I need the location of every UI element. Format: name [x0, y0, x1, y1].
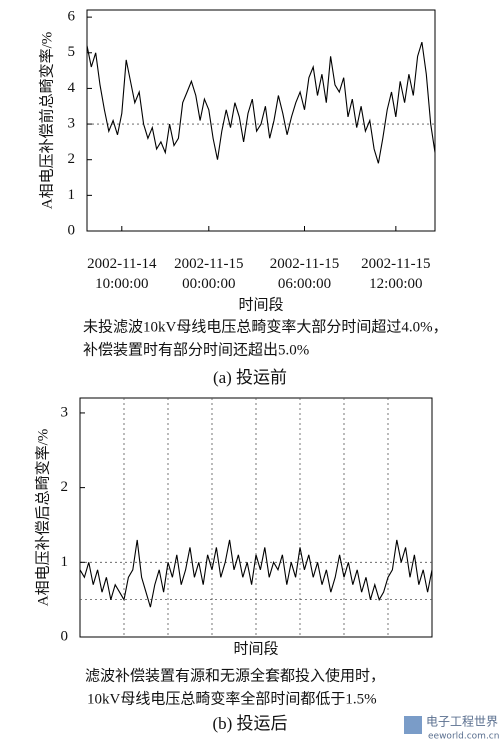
note: 未投滤波10kV母线电压总畸变率大部分时间超过4.0%，: [83, 318, 448, 335]
x-tick-label-line: 10:00:00: [95, 276, 148, 292]
x-tick-label-line: 2002-11-15: [270, 256, 339, 272]
plot-frame: [86, 9, 436, 232]
y-tick-label: 1: [61, 554, 69, 570]
watermark-icon: [404, 716, 422, 734]
x-axis-label: 时间段: [233, 640, 278, 657]
data-line: [79, 539, 433, 608]
x-tick-label-line: 2002-11-15: [361, 256, 430, 272]
x-tick-label-line: 12:00:00: [369, 276, 422, 292]
caption: (a) 投运前: [213, 368, 287, 387]
x-tick-label: 2002-11-14 10:00:00: [87, 256, 157, 292]
x-tick-label: 2002-11-15 00:00:00: [174, 256, 243, 292]
x-axis-label: 时间段: [238, 296, 283, 313]
y-axis-label: A相电压补偿后总畸变率/%: [34, 429, 51, 607]
x-tick-label: 2002-11-15 06:00:00: [270, 256, 339, 292]
x-tick-label-line: 2002-11-15: [174, 256, 243, 272]
y-tick-label: 3: [61, 404, 69, 420]
y-axis-label: A相电压补偿前总畸变率/%: [38, 32, 55, 210]
caption: (b) 投运后: [212, 714, 287, 733]
y-tick-label: 3: [68, 116, 76, 132]
watermark-site: eeworld.com.cn: [428, 732, 499, 742]
y-tick-label: 6: [68, 9, 76, 25]
y-tick-label: 1: [68, 187, 76, 203]
watermark: 电子工程世界 eeworld.com.cn: [404, 714, 499, 742]
x-tick-label-line: 06:00:00: [278, 276, 331, 292]
x-tick-label-line: 00:00:00: [182, 276, 235, 292]
y-tick-label: 0: [68, 222, 76, 238]
y-tick-label: 5: [68, 44, 76, 60]
watermark-name: 电子工程世界: [426, 714, 498, 729]
x-tick-label: 2002-11-15 12:00:00: [361, 256, 430, 292]
y-tick-label: 0: [61, 628, 69, 644]
y-tick-label: 2: [68, 151, 76, 167]
note: 滤波补偿装置有源和无源全套都投入使用时，: [85, 666, 385, 684]
data-line: [86, 41, 436, 164]
y-tick-label: 2: [61, 479, 69, 495]
note: 10kV母线电压总畸变率全部时间都低于1.5%: [87, 689, 377, 707]
y-tick-label: 4: [68, 80, 76, 96]
note: 补偿装置时有部分时间还超出5.0%: [83, 341, 309, 358]
x-tick-label-line: 2002-11-14: [87, 256, 157, 272]
